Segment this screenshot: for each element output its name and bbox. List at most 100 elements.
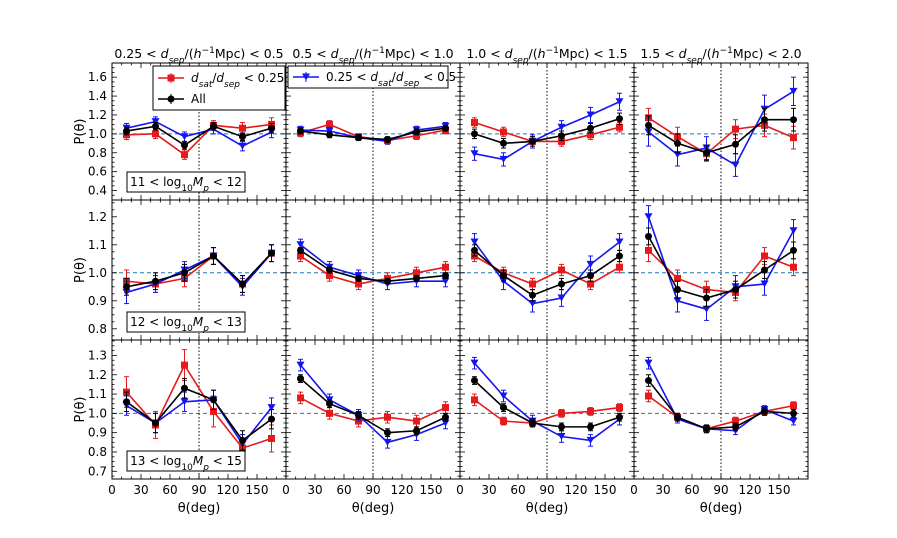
text-segment: −1	[720, 46, 733, 56]
y-tick-label: 1.0	[88, 406, 107, 420]
point-black	[268, 124, 275, 132]
point-red	[558, 266, 565, 274]
point-black	[181, 269, 188, 277]
point-red	[152, 130, 159, 138]
text-segment: sep	[169, 56, 185, 66]
panel-r1-c3	[633, 199, 809, 341]
text-segment: /(	[185, 46, 194, 61]
x-tick-label: 30	[655, 483, 670, 497]
y-tick-label: 1.2	[88, 108, 107, 122]
column-title: 0.5 < dsep/(h−1Mpc) < 1.0	[292, 46, 453, 66]
series-line-black	[126, 125, 272, 147]
column-title: 0.25 < dsep/(h−1Mpc) < 0.5	[114, 46, 283, 66]
point-blue	[586, 436, 595, 444]
y-tick-label: 0.8	[88, 146, 107, 160]
text-segment: h	[538, 46, 546, 61]
column-title: 1.0 < dsep/(h−1Mpc) < 1.5	[466, 46, 627, 66]
panel-frame	[285, 339, 461, 480]
y-axis-label: P(θ)	[73, 257, 88, 283]
legend-marker-black	[167, 95, 175, 103]
point-red	[500, 417, 507, 425]
text-segment: p	[202, 324, 209, 334]
text-segment: d	[370, 70, 378, 84]
point-red	[500, 128, 507, 136]
text-segment: Mpc) < 1.0	[385, 46, 454, 61]
point-black	[355, 274, 362, 282]
series-line-black	[473, 249, 620, 297]
series-line-red	[474, 121, 620, 143]
text-segment: < 0.25	[240, 71, 284, 85]
x-tick-label: 0	[456, 483, 464, 497]
point-black	[558, 132, 565, 140]
x-tick-label: 60	[684, 483, 699, 497]
x-tick-label: 90	[365, 483, 380, 497]
text-segment: sep	[339, 56, 355, 66]
point-black	[355, 411, 362, 419]
point-blue	[702, 305, 711, 313]
point-black	[123, 283, 130, 291]
panel-r0-c2	[459, 62, 635, 201]
panel-r2-c0	[111, 339, 287, 480]
text-segment: sat	[378, 79, 392, 89]
point-black	[732, 140, 739, 148]
series-line-blue	[474, 101, 620, 161]
point-black	[790, 409, 797, 417]
text-segment: d	[679, 46, 687, 61]
text-segment: 0.25 <	[326, 70, 370, 84]
text-segment: d	[161, 46, 169, 61]
point-black	[674, 286, 681, 294]
series-line-blue	[299, 364, 446, 444]
point-black	[297, 246, 304, 254]
mass-label-box	[126, 171, 246, 193]
point-black	[761, 266, 768, 274]
point-red	[413, 132, 420, 140]
point-red	[268, 434, 275, 442]
y-tick-label: 1.1	[88, 238, 107, 252]
point-black	[587, 124, 594, 132]
point-red	[326, 120, 333, 128]
point-black	[761, 407, 768, 415]
x-tick-label: 150	[594, 483, 617, 497]
point-black	[326, 400, 333, 408]
point-black	[326, 266, 333, 274]
point-red	[442, 404, 449, 412]
point-black	[761, 116, 768, 124]
text-segment: < 15	[209, 454, 242, 468]
series-line-blue	[473, 362, 620, 442]
text-segment: /(	[355, 46, 364, 61]
point-blue	[441, 277, 450, 285]
text-segment: d	[331, 46, 339, 61]
point-red	[442, 263, 449, 271]
legend-marker-red	[167, 74, 175, 82]
point-red	[674, 274, 681, 282]
point-red	[355, 280, 362, 288]
point-black	[529, 291, 536, 299]
text-segment: M	[193, 315, 204, 329]
point-black	[500, 139, 507, 147]
panel-r1-c1	[285, 199, 461, 341]
point-black	[210, 252, 217, 260]
point-red	[529, 280, 536, 288]
point-blue	[528, 300, 537, 308]
x-axis-label: θ(deg)	[526, 501, 569, 516]
y-tick-label: 0.8	[88, 322, 107, 336]
point-black	[732, 286, 739, 294]
text-segment: d	[505, 46, 513, 61]
y-tick-label: 0.4	[88, 184, 107, 198]
point-black	[442, 124, 449, 132]
point-black	[471, 377, 478, 385]
panel-r2-c3	[633, 339, 809, 480]
point-blue	[499, 392, 508, 400]
text-segment: 0.5 <	[292, 46, 330, 61]
point-black	[268, 415, 275, 423]
point-black	[123, 398, 130, 406]
point-black	[703, 294, 710, 302]
legend-text-blue: 0.25 < dsat/dsep < 0.5	[326, 70, 456, 89]
series-line-black	[473, 379, 620, 428]
y-tick-label: 0.9	[88, 426, 107, 440]
point-blue	[731, 161, 740, 169]
point-black	[384, 277, 391, 285]
text-segment: M	[193, 454, 204, 468]
point-black	[297, 127, 304, 135]
y-axis-label: P(θ)	[73, 397, 88, 423]
